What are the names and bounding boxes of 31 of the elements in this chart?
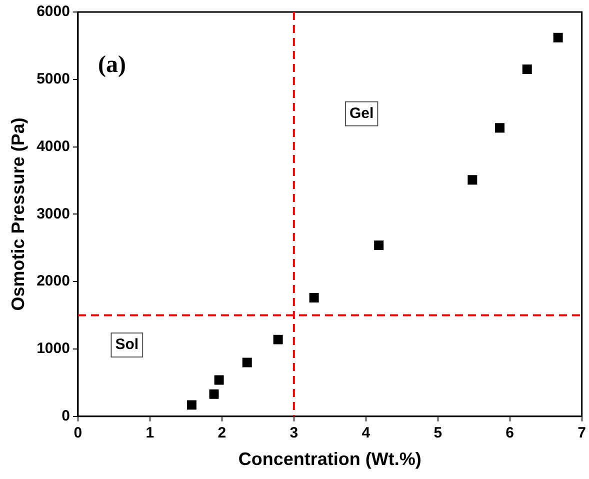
point — [309, 293, 319, 303]
x-tick-label: 5 — [434, 424, 442, 442]
point — [468, 175, 478, 185]
point — [495, 123, 505, 133]
x-tick-label: 6 — [506, 424, 514, 442]
y-tick-label: 4000 — [36, 138, 70, 155]
point — [186, 400, 196, 410]
x-tick-label: 2 — [218, 424, 226, 442]
x-tick-label: 7 — [578, 424, 586, 442]
x-tick-label: 3 — [290, 424, 298, 442]
point — [273, 334, 283, 344]
annotation: Gel — [349, 104, 374, 122]
x-tick-label: 1 — [146, 424, 154, 442]
x-tick-label: 4 — [362, 424, 371, 442]
y-tick-label: 5000 — [36, 70, 70, 88]
annotation: Sol — [115, 336, 139, 354]
x-axis-title: Concentration (Wt.%) — [238, 449, 422, 470]
point — [522, 64, 532, 74]
y-tick-label: 3000 — [36, 205, 70, 222]
y-tick-label: 6000 — [36, 3, 70, 20]
y-tick-label: 2000 — [36, 272, 70, 290]
point — [214, 375, 224, 385]
x-tick-label: 0 — [74, 424, 82, 442]
point — [374, 240, 384, 250]
annotation: (a) — [98, 52, 126, 78]
point — [209, 389, 219, 399]
y-tick-label: 0 — [62, 408, 70, 425]
y-axis-title: Osmotic Pressure (Pa) — [8, 118, 28, 311]
point — [242, 358, 252, 368]
point — [553, 32, 563, 42]
y-tick-label: 1000 — [36, 340, 70, 358]
